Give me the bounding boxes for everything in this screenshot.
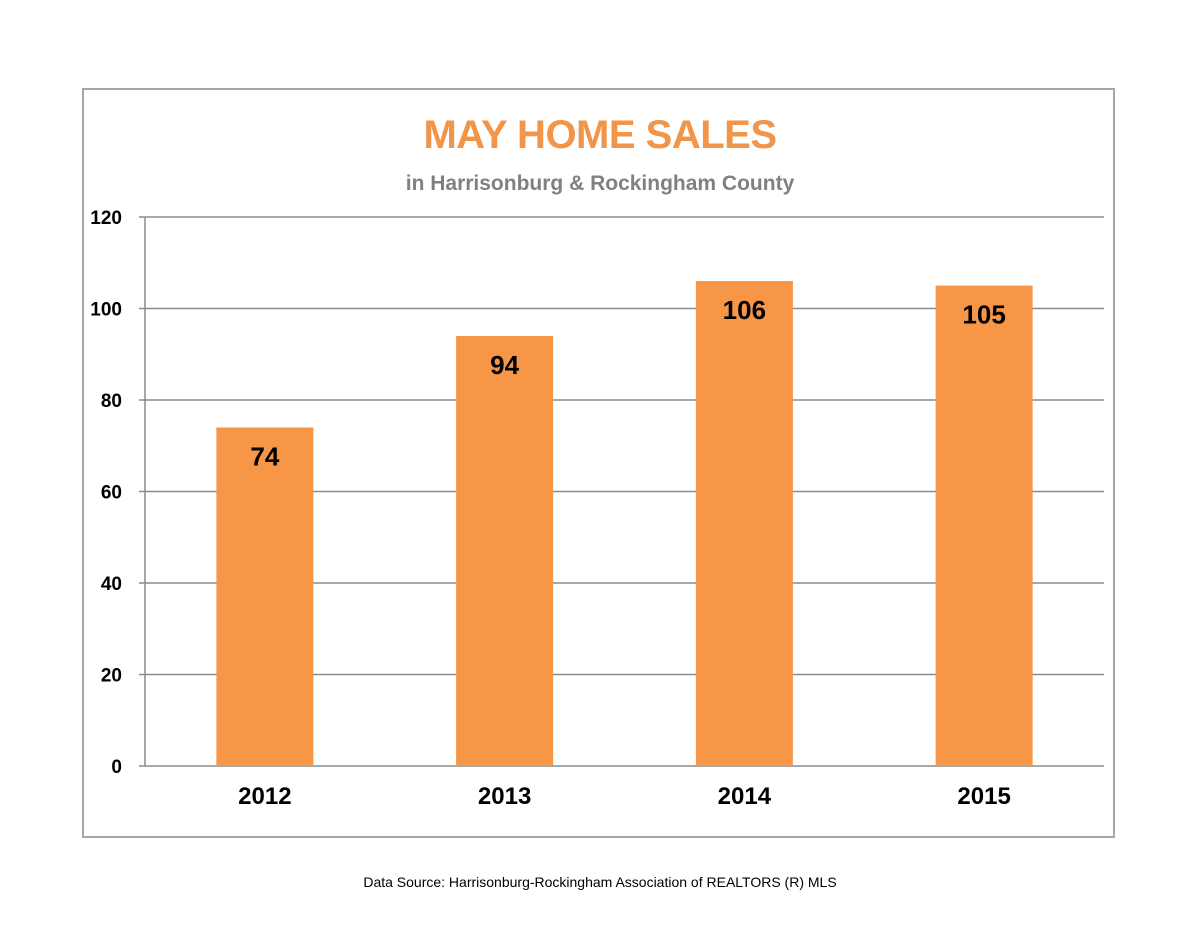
x-tick-label: 2012 [238, 783, 291, 810]
chart-title: MAY HOME SALES [423, 113, 777, 157]
y-tick-label: 40 [101, 574, 122, 595]
labels: 0 20 40 60 80 100 120 74 2012 94 2013 106 2014 105 201… [90, 208, 1011, 810]
x-tick-label: 2015 [957, 783, 1010, 810]
y-tick-label: 20 [101, 666, 122, 687]
data-label: 94 [490, 350, 519, 380]
bar-2013 [456, 335, 554, 766]
data-label: 105 [962, 300, 1005, 330]
y-tick-label: 60 [101, 483, 122, 504]
bar-2014 [695, 281, 793, 766]
source-note: Data Source: Harrisonburg-Rockingham Ass… [363, 874, 837, 890]
bar-2015 [935, 285, 1033, 766]
y-tick-label: 80 [101, 391, 122, 412]
x-tick-label: 2013 [478, 783, 531, 810]
chart-subtitle: in Harrisonburg & Rockingham County [405, 172, 795, 195]
y-tick-label: 100 [90, 300, 122, 321]
data-label: 106 [723, 295, 766, 325]
x-tick-label: 2014 [718, 783, 772, 810]
data-label: 74 [250, 441, 279, 471]
bars [216, 281, 1033, 766]
y-tick-label: 0 [111, 757, 122, 778]
bar-2012 [216, 427, 314, 766]
y-tick-label: 120 [90, 208, 122, 229]
